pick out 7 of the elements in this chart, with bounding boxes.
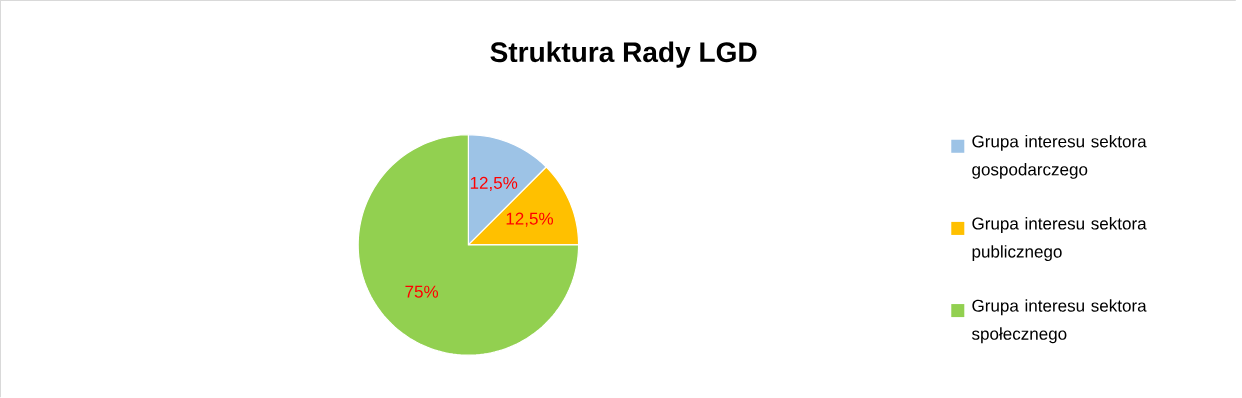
data-label: 12,5% [506, 212, 554, 227]
data-label: 12,5% [470, 176, 518, 192]
chart-title: Struktura Rady LGD [490, 41, 757, 68]
legend-label: Grupa interesu sektora społecznego [971, 299, 1147, 344]
data-label: 75% [405, 285, 439, 298]
legend-label: Grupa interesu sektora gospodarczego [972, 135, 1147, 179]
legend-label: Grupa interesu sektora publicznego [972, 217, 1147, 262]
